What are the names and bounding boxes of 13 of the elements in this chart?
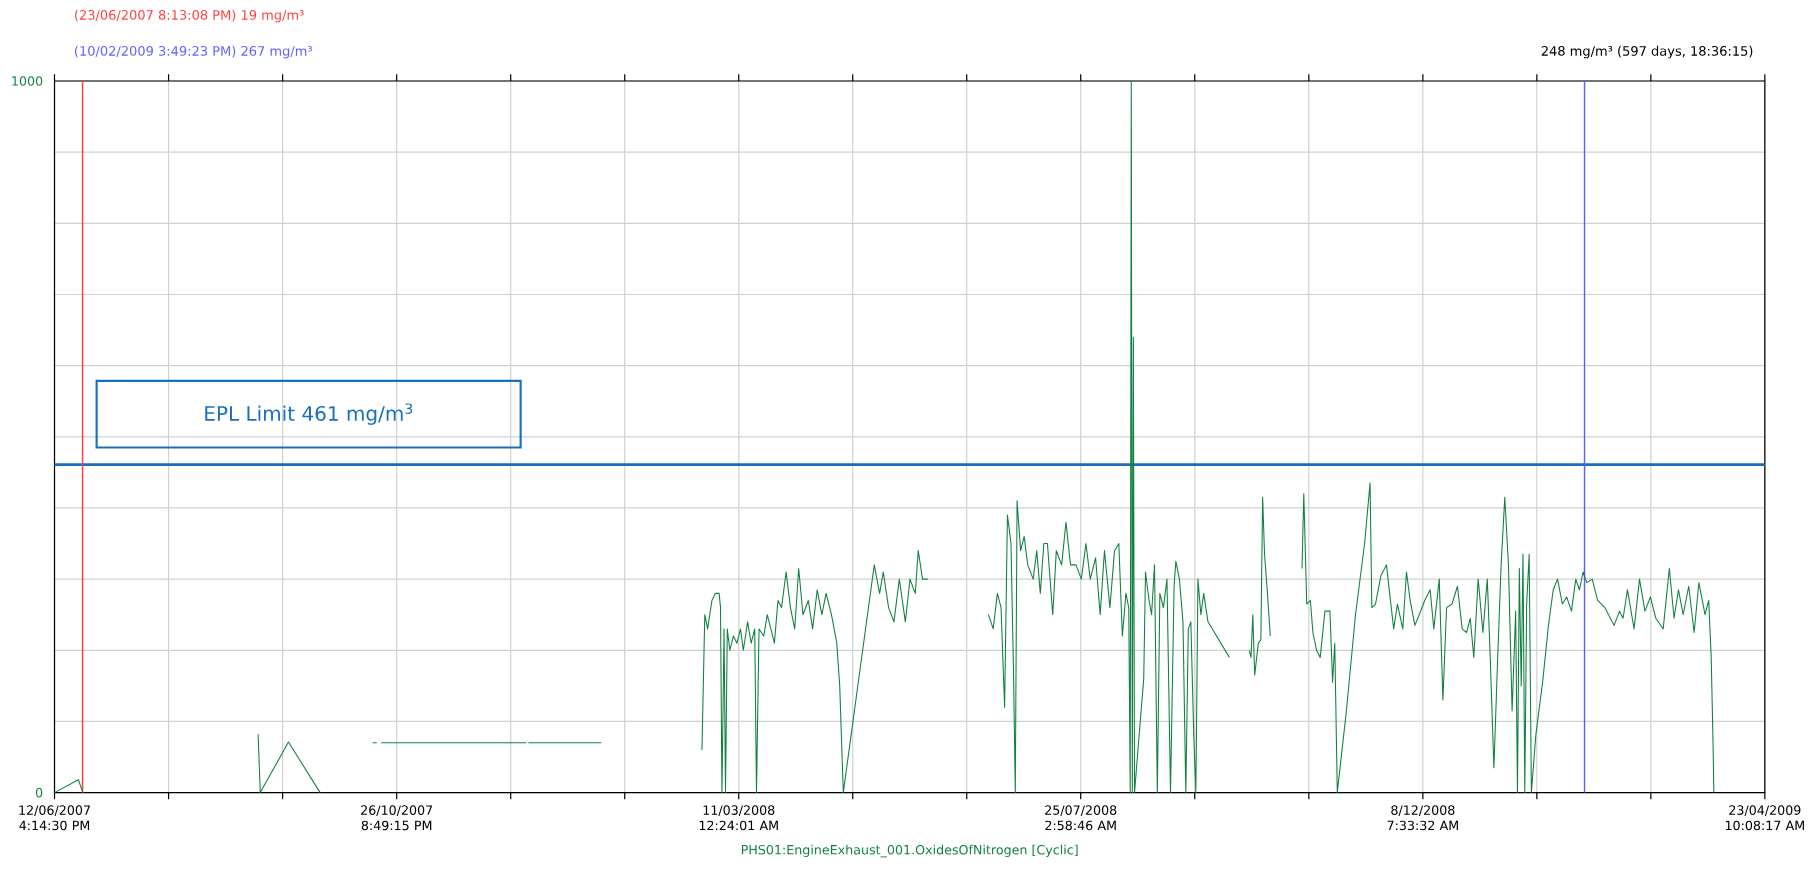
- x-tick-label: 8/12/2008 7:33:32 AM: [1387, 805, 1458, 831]
- x-tick-label: 23/04/2009 10:08:17 AM: [1725, 805, 1804, 831]
- x-tick-label: 12/06/2007 4:14:30 PM: [19, 805, 90, 831]
- ref-line-label: (10/02/2009 3:49:23 PM) 267 mg/m³: [75, 45, 312, 59]
- text: 248 mg/m³ (597 days, 18:36:15): [1541, 45, 1753, 59]
- x-tick-label: 26/10/2007 8:49:15 PM: [361, 805, 433, 831]
- x-tick-label: 25/07/2008 2:58:46 AM: [1045, 805, 1117, 831]
- x-tick-label: 11/03/2008 12:24:01 AM: [699, 805, 778, 831]
- ref-line-label: EPL Limit 461 mg/m$^{3}$: [205, 403, 413, 425]
- y-tick-label: 0: [35, 787, 43, 798]
- y-tick-label: 1000: [12, 76, 43, 86]
- ref-line-label: (23/06/2007 8:13:08 PM) 19 mg/m³: [75, 9, 304, 23]
- x-axis-title: PHS01:EngineExhaust_001.OxidesOfNitrogen [Cyclic]: [741, 844, 1078, 858]
